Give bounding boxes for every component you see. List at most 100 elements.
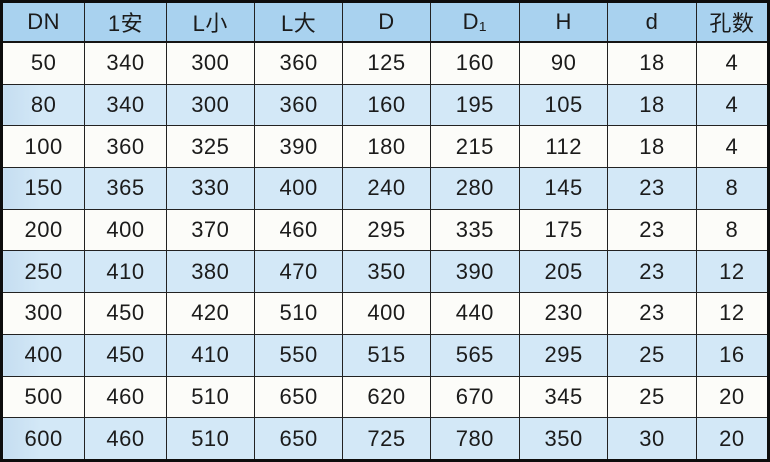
- cell: 300: [165, 41, 255, 85]
- cell: 4: [695, 41, 770, 85]
- cell: 360: [253, 83, 344, 127]
- cell: 460: [253, 208, 344, 252]
- cell: 365: [84, 167, 167, 210]
- cell: 145: [518, 167, 609, 210]
- cell: 8: [695, 208, 770, 252]
- cell: 420: [165, 292, 255, 335]
- cell: 470: [253, 250, 344, 294]
- cell: 335: [429, 208, 520, 252]
- table-row: 500 460 510 650 620 670 345 25 20: [0, 375, 770, 419]
- cell: 410: [84, 250, 167, 294]
- cell: 100: [0, 125, 86, 169]
- table-row: 250 410 380 470 350 390 205 23 12: [0, 250, 770, 294]
- cell: 340: [84, 83, 167, 127]
- cell: 300: [165, 83, 255, 127]
- cell: 350: [342, 250, 431, 294]
- cell: 300: [0, 292, 86, 335]
- cell: 112: [518, 125, 609, 169]
- cell: 200: [0, 208, 86, 252]
- cell: 510: [253, 292, 344, 335]
- table-row: 300 450 420 510 400 440 230 23 12: [0, 292, 770, 335]
- cell: 670: [429, 375, 520, 419]
- cell: 16: [695, 333, 770, 377]
- cell: 725: [342, 417, 431, 461]
- cell: 175: [518, 208, 609, 252]
- cell: 565: [429, 333, 520, 377]
- cell: 460: [84, 417, 167, 461]
- cell: 350: [518, 417, 609, 461]
- cell: 510: [165, 417, 255, 461]
- cell: 23: [607, 250, 697, 294]
- column-header-4: D: [342, 1, 431, 43]
- cell: 400: [253, 167, 344, 210]
- cell: 80: [0, 83, 86, 127]
- cell: 340: [84, 41, 167, 85]
- cell: 280: [429, 167, 520, 210]
- table-row: 100 360 325 390 180 215 112 18 4: [0, 125, 770, 169]
- cell: 620: [342, 375, 431, 419]
- cell: 400: [0, 333, 86, 377]
- table-row: 600 460 510 650 725 780 350 30 20: [0, 417, 770, 461]
- cell: 250: [0, 250, 86, 294]
- cell: 180: [342, 125, 431, 169]
- cell: 18: [607, 41, 697, 85]
- cell: 25: [607, 375, 697, 419]
- column-header-5: D₁: [429, 1, 520, 43]
- column-header-0: DN: [0, 1, 86, 43]
- cell: 440: [429, 292, 520, 335]
- cell: 23: [607, 292, 697, 335]
- cell: 510: [165, 375, 255, 419]
- cell: 4: [695, 83, 770, 127]
- cell: 20: [695, 417, 770, 461]
- table-body: 50 340 300 360 125 160 90 18 4 80 340 300 360 160 195 1…: [0, 41, 770, 461]
- cell: 450: [84, 333, 167, 377]
- cell: 780: [429, 417, 520, 461]
- cell: 400: [342, 292, 431, 335]
- cell: 295: [342, 208, 431, 252]
- cell: 23: [607, 208, 697, 252]
- cell: 550: [253, 333, 344, 377]
- cell: 390: [253, 125, 344, 169]
- table-row: 400 450 410 550 515 565 295 25 16: [0, 333, 770, 377]
- cell: 600: [0, 417, 86, 461]
- column-header-2: L小: [165, 1, 255, 43]
- cell: 360: [253, 41, 344, 85]
- column-header-8: 孔数: [695, 1, 770, 43]
- cell: 18: [607, 83, 697, 127]
- cell: 160: [429, 41, 520, 85]
- cell: 90: [518, 41, 609, 85]
- cell: 195: [429, 83, 520, 127]
- cell: 125: [342, 41, 431, 85]
- cell: 20: [695, 375, 770, 419]
- column-header-1: 1安: [84, 1, 167, 43]
- cell: 325: [165, 125, 255, 169]
- cell: 25: [607, 333, 697, 377]
- cell: 400: [84, 208, 167, 252]
- cell: 50: [0, 41, 86, 85]
- cell: 370: [165, 208, 255, 252]
- cell: 4: [695, 125, 770, 169]
- cell: 205: [518, 250, 609, 294]
- cell: 515: [342, 333, 431, 377]
- cell: 230: [518, 292, 609, 335]
- cell: 12: [695, 292, 770, 335]
- cell: 12: [695, 250, 770, 294]
- table-row: 200 400 370 460 295 335 175 23 8: [0, 208, 770, 252]
- cell: 30: [607, 417, 697, 461]
- cell: 345: [518, 375, 609, 419]
- cell: 380: [165, 250, 255, 294]
- cell: 160: [342, 83, 431, 127]
- column-header-7: d: [607, 1, 697, 43]
- column-header-6: H: [518, 1, 609, 43]
- table-row: 150 365 330 400 240 280 145 23 8: [0, 167, 770, 210]
- cell: 390: [429, 250, 520, 294]
- cell: 650: [253, 417, 344, 461]
- cell: 460: [84, 375, 167, 419]
- cell: 23: [607, 167, 697, 210]
- cell: 105: [518, 83, 609, 127]
- table-row: 50 340 300 360 125 160 90 18 4: [0, 41, 770, 85]
